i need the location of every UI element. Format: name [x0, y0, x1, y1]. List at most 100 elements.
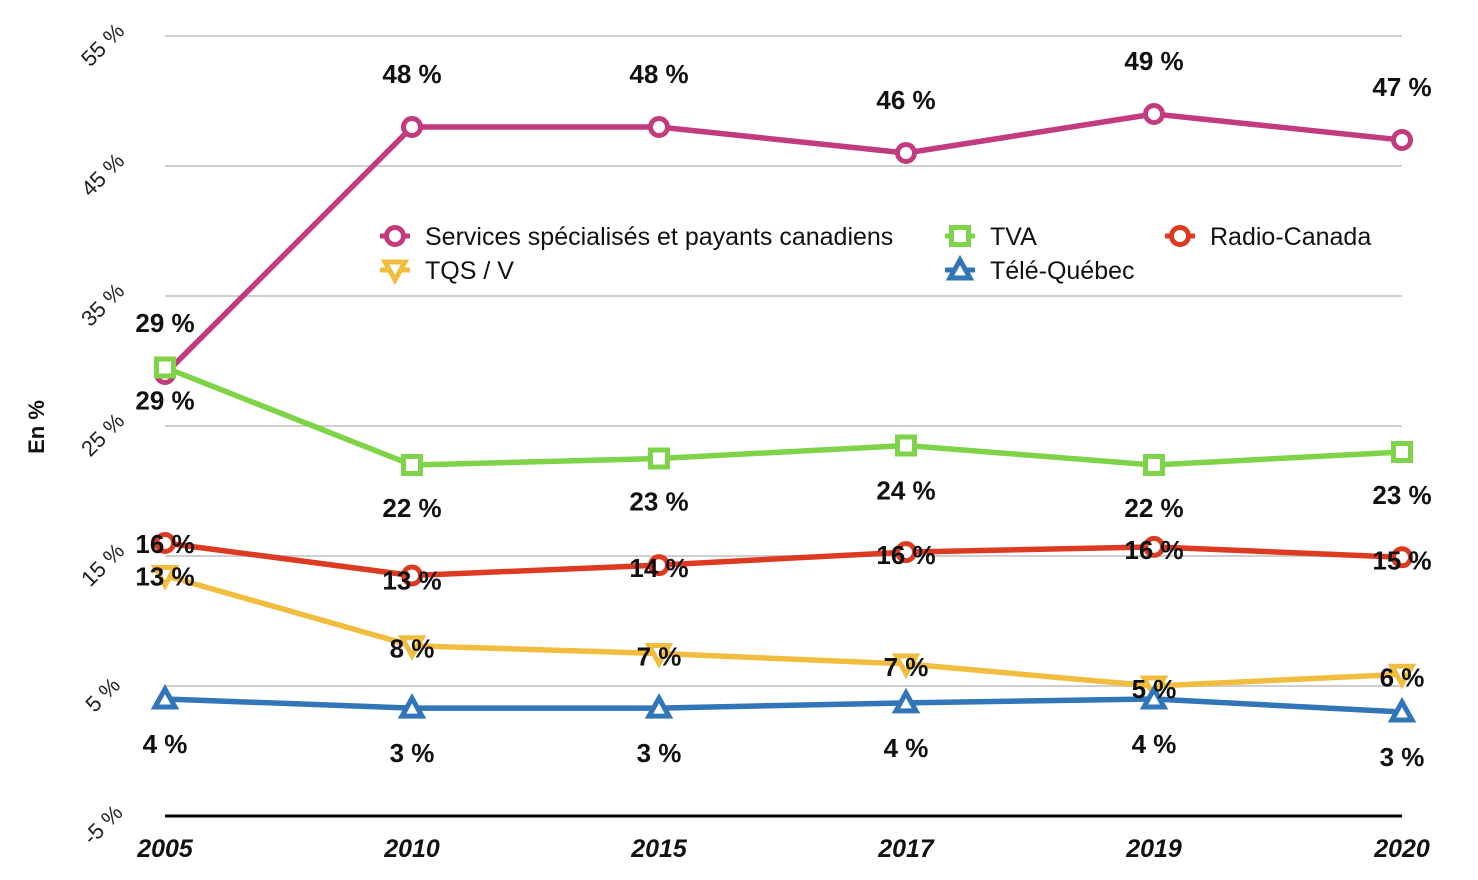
data-point	[644, 692, 674, 719]
data-point	[154, 532, 176, 554]
data-point	[1387, 663, 1417, 690]
data-label: 3 %	[390, 738, 435, 768]
data-label: 22 %	[1124, 493, 1183, 523]
series-line	[162, 540, 1405, 579]
data-label: 16 %	[135, 529, 194, 559]
data-point	[401, 564, 423, 587]
data-point	[1391, 129, 1413, 151]
y-tick-label: 45 %	[76, 148, 129, 201]
data-label: 6 %	[1380, 662, 1425, 692]
y-tick-label: 55 %	[76, 18, 129, 71]
data-label: 48 %	[629, 59, 688, 89]
data-label: 3 %	[637, 738, 682, 768]
data-point	[648, 447, 670, 470]
legend-marker	[384, 225, 406, 247]
legend-label: Services spécialisés et payants canadien…	[425, 223, 893, 251]
data-label: 13 %	[135, 562, 194, 592]
data-label: 16 %	[876, 540, 935, 570]
data-labels: 29 % 48 % 48 % 46 % 49 % 47 % 29 % 22 % 23 % 24 %…	[135, 46, 1431, 772]
data-label: 4 %	[884, 733, 929, 763]
legend-marker	[1169, 225, 1191, 247]
data-point	[891, 653, 921, 680]
series-tele-quebec	[150, 683, 1417, 723]
series	[150, 103, 1417, 723]
data-point	[150, 683, 180, 710]
legend-item: Télé-Québec	[945, 254, 1135, 285]
data-label: 13 %	[382, 566, 441, 596]
legend-label: TVA	[990, 223, 1037, 251]
x-tick-label: 2015	[630, 835, 688, 863]
series-tqs-v	[150, 565, 1417, 702]
series-line	[162, 572, 1405, 689]
legend-item: Radio-Canada	[1165, 223, 1371, 251]
data-point	[1391, 441, 1413, 463]
series-line	[162, 111, 1405, 377]
data-label: 16 %	[1124, 535, 1183, 565]
data-label: 46 %	[876, 85, 935, 115]
data-label: 15 %	[1372, 545, 1431, 575]
y-axis-ticks: -5 % 5 % 15 % 25 % 35 % 45 % 55 %	[76, 18, 129, 849]
legend-item: Services spécialisés et payants canadien…	[380, 223, 893, 251]
data-point	[401, 116, 423, 138]
data-label: 23 %	[1372, 480, 1431, 510]
legend-label: Radio-Canada	[1210, 223, 1371, 251]
data-label: 49 %	[1124, 46, 1183, 76]
data-point	[1387, 696, 1417, 723]
x-tick-label: 2017	[877, 835, 935, 863]
data-label: 8 %	[390, 634, 435, 664]
data-label: 7 %	[637, 642, 682, 672]
data-label: 29 %	[135, 308, 194, 338]
data-label: 22 %	[382, 493, 441, 523]
data-point	[1143, 103, 1165, 125]
data-label: 24 %	[876, 476, 935, 506]
data-label: 29 %	[135, 386, 194, 416]
data-point	[895, 541, 917, 564]
series-line	[162, 696, 1405, 715]
data-point	[1143, 535, 1165, 558]
data-label: 4 %	[143, 729, 188, 759]
series-radio-canada	[154, 532, 1413, 587]
data-label: 4 %	[1132, 729, 1177, 759]
data-point	[401, 454, 423, 476]
legend-marker	[945, 254, 975, 281]
x-tick-label: 2020	[1373, 835, 1430, 863]
data-label: 14 %	[629, 553, 688, 583]
data-label: 5 %	[1132, 674, 1177, 704]
y-axis-label: En %	[24, 400, 49, 454]
y-tick-label: -5 %	[78, 800, 128, 850]
legend: Services spécialisés et payants canadien…	[380, 223, 1371, 286]
x-axis-ticks: 2005 2010 2015 2017 2019 2020	[136, 835, 1430, 863]
y-tick-label: 15 %	[76, 538, 129, 591]
data-label: 7 %	[884, 652, 929, 682]
data-label: 23 %	[629, 487, 688, 517]
gridlines	[165, 35, 1402, 818]
legend-marker	[949, 225, 971, 247]
data-point	[648, 116, 670, 138]
data-point	[648, 554, 670, 577]
data-point	[397, 692, 427, 719]
series-services-specialises-et-payants-canadiens	[154, 103, 1413, 385]
x-tick-label: 2010	[383, 835, 440, 863]
y-tick-label: 5 %	[80, 672, 124, 716]
data-point	[895, 434, 917, 457]
legend-label: Télé-Québec	[990, 257, 1135, 285]
series-line	[162, 364, 1405, 468]
data-label: 48 %	[382, 59, 441, 89]
legend-item: TVA	[945, 223, 1037, 251]
data-point	[1391, 546, 1413, 569]
x-tick-label: 2019	[1125, 835, 1182, 863]
legend-marker	[380, 259, 410, 286]
data-point	[397, 635, 427, 661]
data-point	[644, 643, 674, 669]
legend-item: TQS / V	[380, 257, 514, 286]
data-point	[150, 565, 180, 591]
data-label: 3 %	[1380, 742, 1425, 772]
data-point	[154, 356, 176, 379]
data-point	[1139, 683, 1169, 710]
legend-label: TQS / V	[425, 257, 514, 285]
data-point	[1143, 454, 1165, 476]
x-tick-label: 2005	[136, 835, 194, 863]
data-point	[895, 142, 917, 164]
